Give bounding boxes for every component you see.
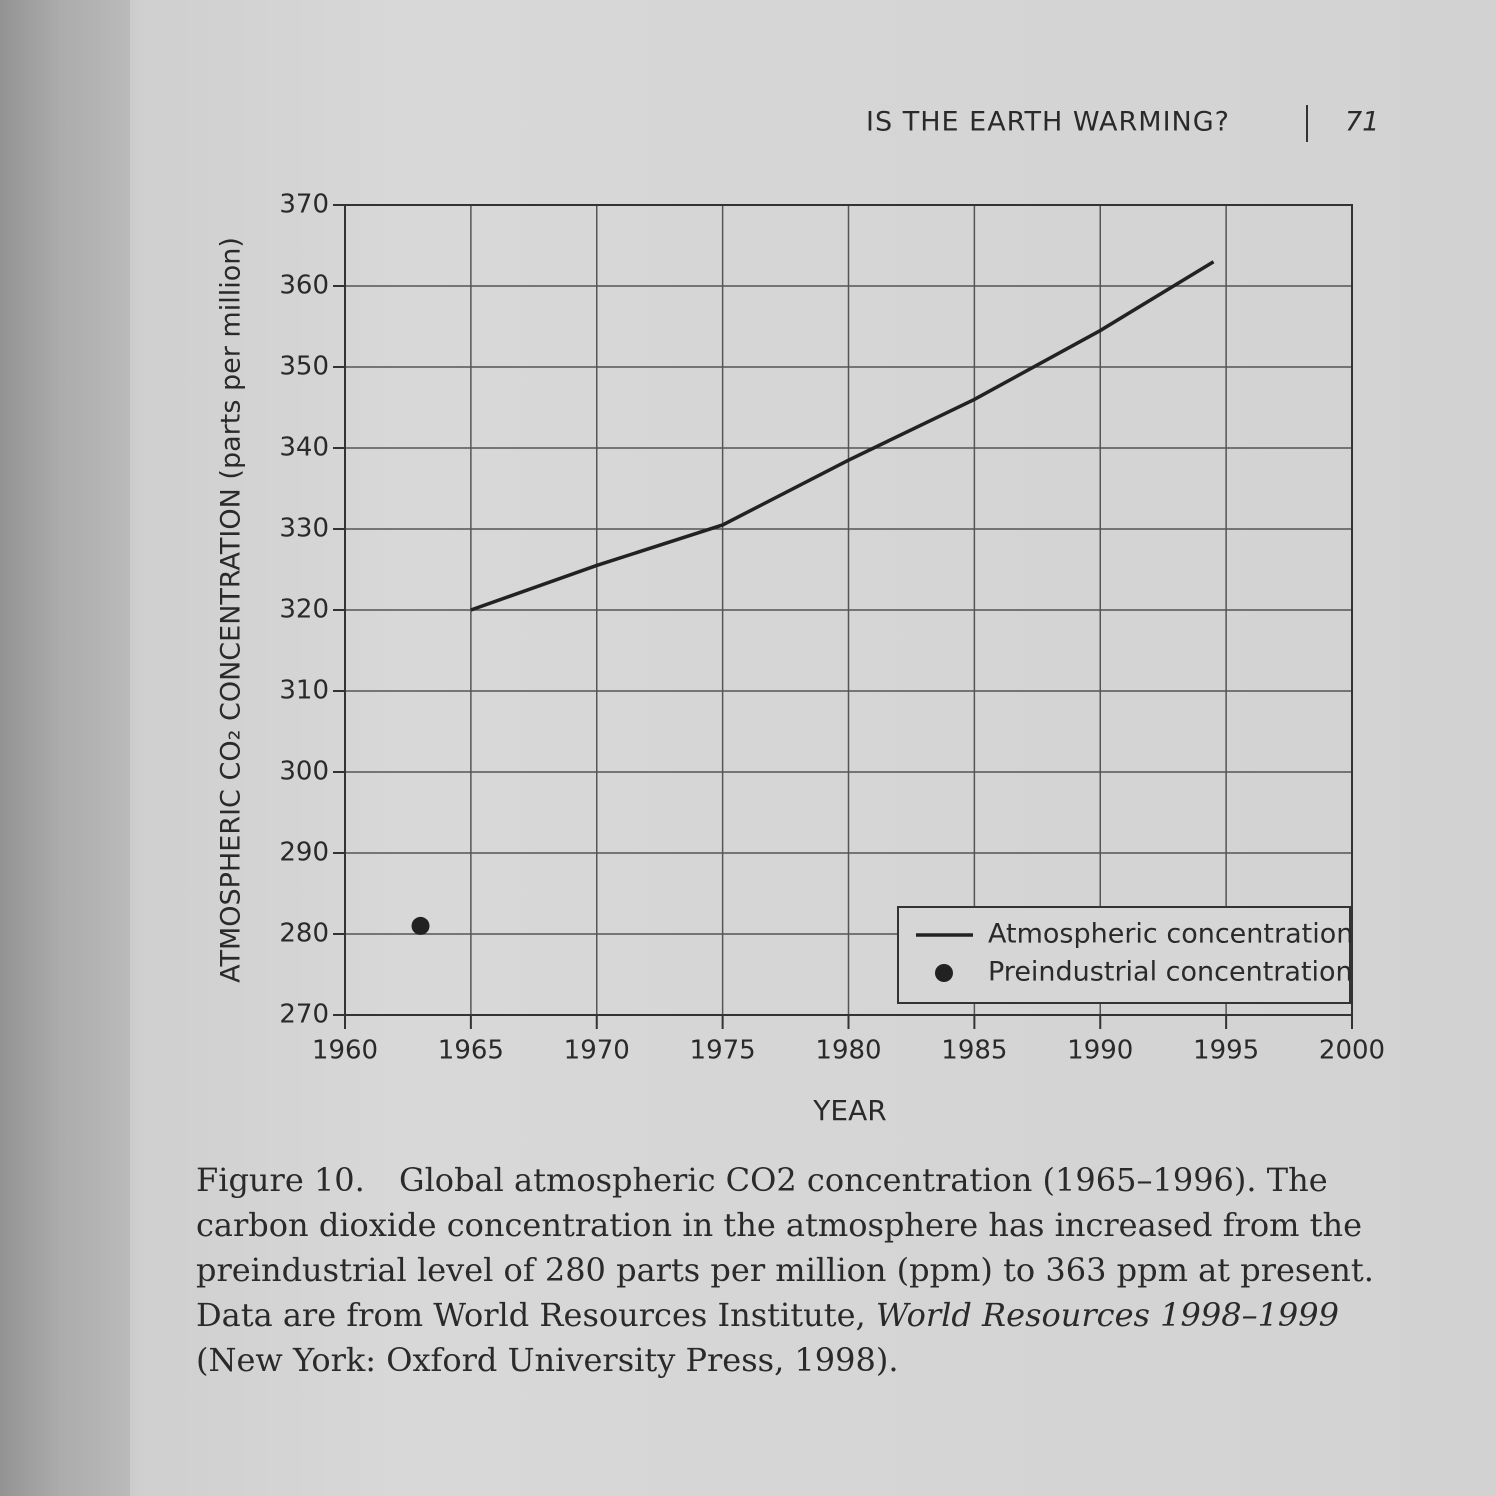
x-tick-label: 1990 [1067, 1036, 1133, 1066]
y-tick-label: 280 [279, 919, 329, 949]
x-tick-label: 1960 [312, 1036, 378, 1066]
y-tick-label: 350 [279, 352, 329, 382]
x-tick-label: 1965 [438, 1036, 504, 1066]
legend-label: Atmospheric concentration [988, 919, 1353, 950]
caption-label: Figure 10. [196, 1161, 365, 1199]
legend-dot [935, 964, 953, 982]
y-tick-label: 330 [279, 514, 329, 544]
caption-title: World Resources 1998–1999 [875, 1296, 1339, 1334]
caption: Figure 10. Global atmospheric CO2 concen… [196, 1158, 1406, 1383]
y-tick-label: 270 [279, 1000, 329, 1030]
legend-label: Preindustrial concentration [988, 957, 1353, 988]
y-tick-label: 360 [279, 271, 329, 301]
x-tick-label: 2000 [1319, 1036, 1385, 1066]
data-line [470, 260, 1215, 612]
y-tick-label: 370 [279, 190, 329, 220]
y-tick-label: 340 [279, 433, 329, 463]
page-number: 71 [1345, 107, 1379, 138]
y-tick-label: 310 [279, 676, 329, 706]
running-head: IS THE EARTH WARMING? [866, 107, 1230, 138]
x-tick-label: 1975 [690, 1036, 756, 1066]
x-tick-label: 1995 [1193, 1036, 1259, 1066]
caption-text-end: (New York: Oxford University Press, 1998… [196, 1341, 899, 1379]
caption-text: Global atmospheric CO2 concentration (19… [196, 1161, 1374, 1334]
x-tick-label: 1970 [564, 1036, 630, 1066]
y-tick-label: 320 [279, 595, 329, 625]
x-axis-label: YEAR [812, 1094, 886, 1127]
x-tick-label: 1985 [941, 1036, 1007, 1066]
plot-frame [344, 204, 1353, 1016]
x-tick-label: 1980 [815, 1036, 881, 1066]
data-point [411, 916, 430, 935]
legend-box [897, 906, 1351, 1004]
y-tick-label: 290 [279, 838, 329, 868]
y-axis-label: ATMOSPHERIC CO₂ CONCENTRATION (parts per… [216, 237, 247, 983]
facing-page-edge [0, 0, 130, 1496]
y-tick-label: 300 [279, 757, 329, 787]
